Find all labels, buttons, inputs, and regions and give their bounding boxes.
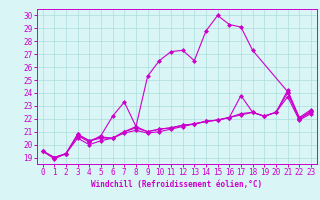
X-axis label: Windchill (Refroidissement éolien,°C): Windchill (Refroidissement éolien,°C) (91, 180, 262, 189)
